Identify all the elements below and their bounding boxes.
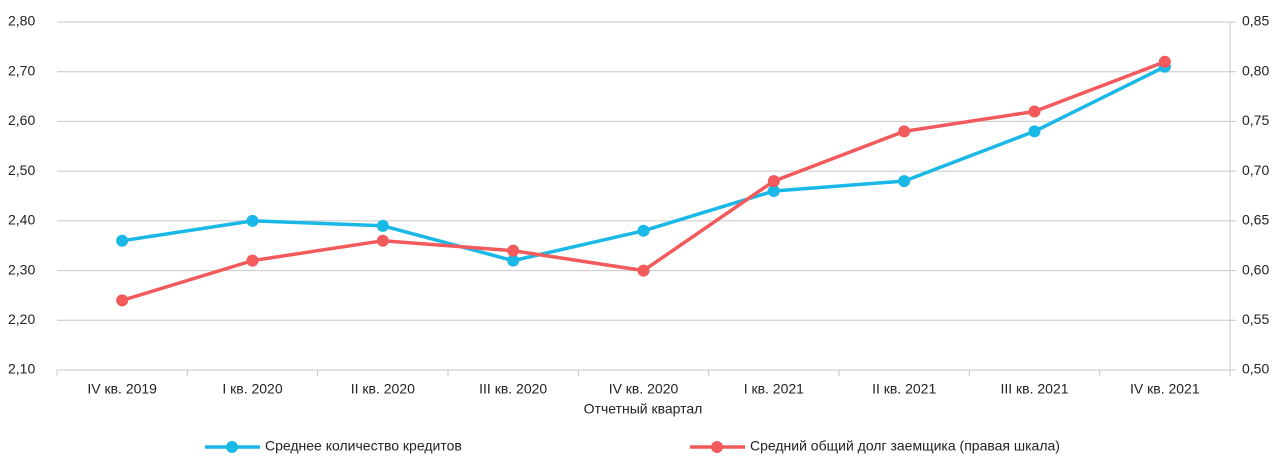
x-tick-label: IV кв. 2020 bbox=[609, 381, 679, 397]
data-point bbox=[767, 175, 780, 188]
x-tick-label: I кв. 2020 bbox=[222, 381, 282, 397]
y2-tick-label: 0,55 bbox=[1242, 311, 1269, 327]
data-point bbox=[376, 234, 389, 247]
x-tick-label: IV кв. 2019 bbox=[87, 381, 157, 397]
data-point bbox=[116, 234, 129, 247]
legend-label: Среднее количество кредитов bbox=[265, 438, 462, 454]
data-point bbox=[898, 175, 911, 188]
x-tick-label: II кв. 2020 bbox=[351, 381, 415, 397]
data-point bbox=[376, 219, 389, 232]
y2-tick-label: 0,70 bbox=[1242, 162, 1269, 178]
data-point bbox=[1028, 125, 1041, 138]
data-point bbox=[507, 254, 520, 267]
data-point bbox=[246, 214, 259, 227]
y-tick-label: 2,60 bbox=[8, 112, 35, 128]
x-tick-label: III кв. 2020 bbox=[479, 381, 547, 397]
y2-tick-label: 0,65 bbox=[1242, 212, 1269, 228]
legend-marker bbox=[711, 441, 723, 453]
data-point bbox=[1158, 55, 1171, 68]
y-tick-label: 2,40 bbox=[8, 212, 35, 228]
legend-marker bbox=[226, 441, 238, 453]
y-tick-label: 2,20 bbox=[8, 311, 35, 327]
x-tick-label: III кв. 2021 bbox=[1000, 381, 1068, 397]
data-point bbox=[1028, 105, 1041, 118]
y-tick-label: 2,50 bbox=[8, 162, 35, 178]
y2-tick-label: 0,80 bbox=[1242, 62, 1269, 78]
x-tick-label: II кв. 2021 bbox=[872, 381, 936, 397]
y2-tick-label: 0,60 bbox=[1242, 261, 1269, 277]
data-point bbox=[898, 125, 911, 138]
y2-tick-label: 0,85 bbox=[1242, 13, 1269, 29]
x-axis-title: Отчетный квартал bbox=[584, 401, 703, 417]
data-point bbox=[507, 244, 520, 257]
y-tick-label: 2,70 bbox=[8, 62, 35, 78]
y2-tick-label: 0,50 bbox=[1242, 361, 1269, 377]
x-tick-label: I кв. 2021 bbox=[744, 381, 804, 397]
data-point bbox=[767, 185, 780, 198]
y2-tick-label: 0,75 bbox=[1242, 112, 1269, 128]
x-tick-label: IV кв. 2021 bbox=[1130, 381, 1200, 397]
y-tick-label: 2,80 bbox=[8, 13, 35, 29]
data-point bbox=[637, 264, 650, 277]
legend-label: Средний общий долг заемщика (правая шкал… bbox=[750, 438, 1060, 454]
y-tick-label: 2,30 bbox=[8, 261, 35, 277]
data-point bbox=[637, 224, 650, 237]
y-tick-label: 2,10 bbox=[8, 361, 35, 377]
data-point bbox=[116, 294, 129, 307]
data-point bbox=[246, 254, 259, 267]
